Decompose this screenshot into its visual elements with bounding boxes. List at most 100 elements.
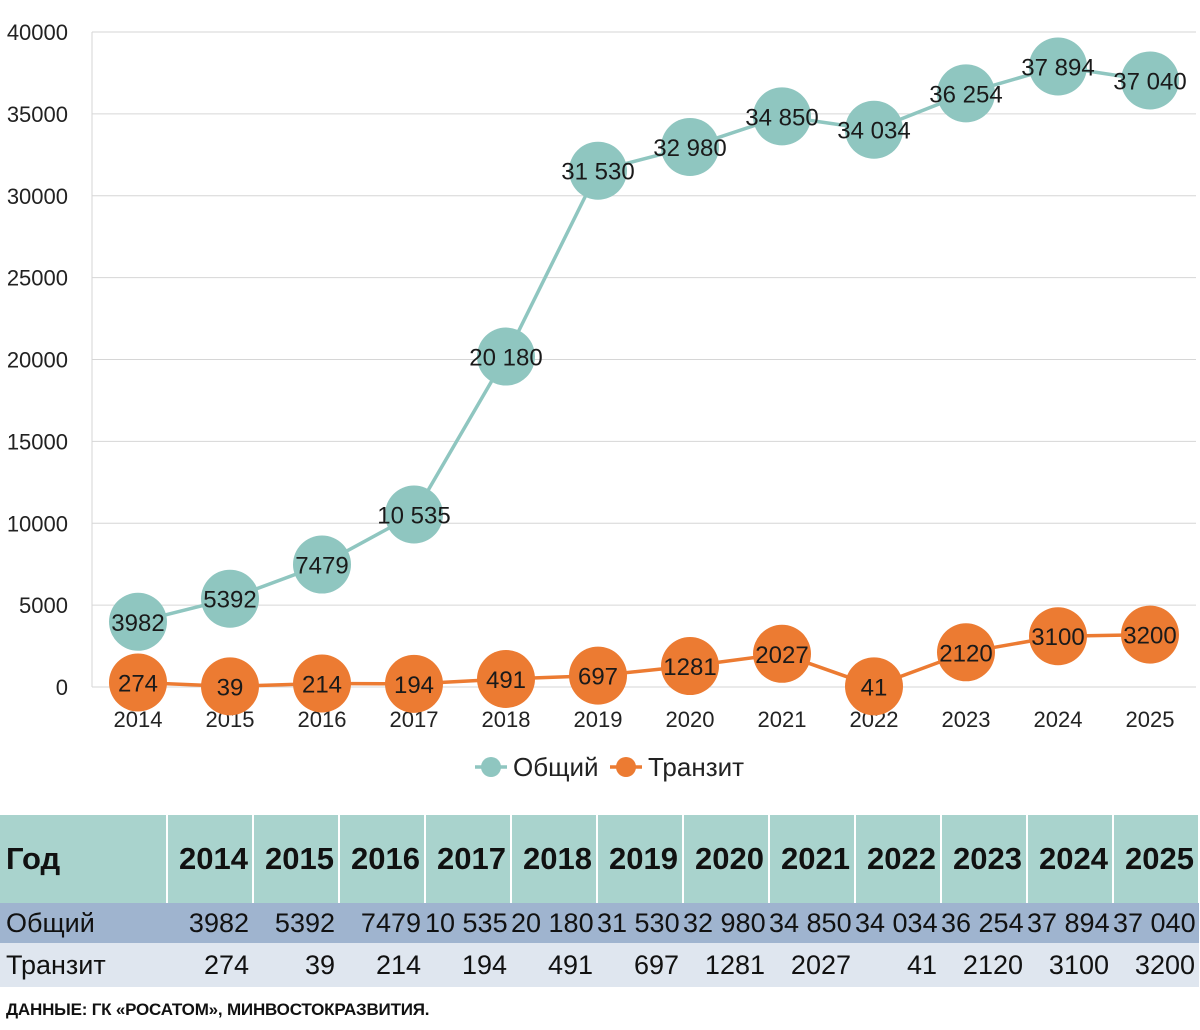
data-point <box>477 327 535 386</box>
table-header-year: 2022 <box>855 815 942 903</box>
legend-marker <box>616 757 636 777</box>
data-point <box>753 87 811 146</box>
x-tick-label: 2024 <box>1034 707 1083 732</box>
legend-label: Транзит <box>648 752 744 782</box>
grid-lines <box>91 31 1196 688</box>
table-cell: 491 <box>511 943 597 987</box>
x-axis-ticks: 2014 2015 2016 2017 2018 2019 2020 2021 2022 2023… <box>114 707 1175 732</box>
data-label: 5392 <box>203 587 256 614</box>
table-cell: 32 980 <box>683 903 769 943</box>
data-label: 34 034 <box>837 118 910 145</box>
data-point <box>1121 51 1179 110</box>
row-label: Транзит <box>0 943 167 987</box>
data-label: 20 180 <box>469 345 542 372</box>
data-point <box>109 653 167 712</box>
legend-item-transit: Транзит <box>610 752 744 782</box>
data-point <box>201 569 259 628</box>
data-label: 3100 <box>1031 624 1084 651</box>
table-cell: 34 850 <box>769 903 855 943</box>
data-label: 39 <box>217 674 244 701</box>
data-point <box>477 649 535 708</box>
data-point <box>385 485 443 544</box>
y-tick-label: 5000 <box>19 593 68 618</box>
table-cell: 37 894 <box>1027 903 1113 943</box>
x-tick-label: 2025 <box>1126 707 1175 732</box>
table-cell: 274 <box>167 943 253 987</box>
table-cell: 37 040 <box>1113 903 1199 943</box>
table-cell: 3100 <box>1027 943 1113 987</box>
series-total: 3982 5392 7479 10 535 20 180 31 530 32 980 34 8… <box>109 37 1187 651</box>
table-cell: 214 <box>339 943 425 987</box>
x-tick-label: 2020 <box>666 707 715 732</box>
data-label: 2120 <box>939 640 992 667</box>
table-cell: 34 034 <box>855 903 941 943</box>
data-label: 491 <box>486 667 526 694</box>
table-cell: 36 254 <box>941 903 1027 943</box>
data-label: 37 894 <box>1021 54 1094 81</box>
y-tick-label: 35000 <box>7 102 68 127</box>
data-label: 41 <box>861 674 888 701</box>
data-label: 3200 <box>1123 623 1176 650</box>
data-point <box>385 654 443 713</box>
table-cell: 20 180 <box>511 903 597 943</box>
table-cell: 7479 <box>339 903 425 943</box>
y-tick-label: 30000 <box>7 184 68 209</box>
y-tick-label: 15000 <box>7 429 68 454</box>
data-label: 10 535 <box>377 502 450 529</box>
table-header-year: 2020 <box>683 815 770 903</box>
series-transit: 274 39 214 194 491 697 1281 2027 41 2120 3100 3200 <box>109 605 1179 716</box>
y-tick-label: 0 <box>56 675 68 700</box>
data-label: 1281 <box>663 654 716 681</box>
table-cell: 194 <box>425 943 511 987</box>
data-label: 697 <box>578 664 618 691</box>
data-point <box>845 657 903 716</box>
table-header-year: 2017 <box>425 815 512 903</box>
data-point <box>569 141 627 200</box>
data-label: 3982 <box>111 610 164 637</box>
data-point <box>109 592 167 651</box>
x-tick-label: 2018 <box>482 707 531 732</box>
source-note: ДАННЫЕ: ГК «РОСАТОМ», МИНВОСТОКРАЗВИТИЯ. <box>6 1000 430 1019</box>
y-tick-label: 20000 <box>7 348 68 373</box>
legend-label: Общий <box>513 752 599 782</box>
data-label: 2027 <box>755 642 808 669</box>
row-label: Общий <box>0 903 167 943</box>
table-cell: 5392 <box>253 903 339 943</box>
table-header-row: Год 2014 2015 2016 2017 2018 2019 2020 2021 2022… <box>0 815 1200 903</box>
table-cell: 31 530 <box>597 903 683 943</box>
table-cell: 2120 <box>941 943 1027 987</box>
data-point <box>661 637 719 696</box>
table-cell: 10 535 <box>425 903 511 943</box>
data-point <box>661 117 719 176</box>
y-tick-label: 40000 <box>7 20 68 45</box>
table-header-year: 2021 <box>769 815 856 903</box>
data-label: 31 530 <box>561 159 634 186</box>
table-header-year: 2016 <box>339 815 426 903</box>
data-label: 194 <box>394 672 434 699</box>
table-header-year: 2018 <box>511 815 598 903</box>
table-cell: 3982 <box>167 903 253 943</box>
data-label: 214 <box>302 671 342 698</box>
data-label: 34 850 <box>745 104 818 131</box>
x-tick-label: 2019 <box>574 707 623 732</box>
data-point <box>937 623 995 682</box>
y-axis-ticks: 0 5000 10000 15000 20000 25000 30000 35000 40000 <box>7 20 68 700</box>
data-label: 7479 <box>295 553 348 580</box>
table-cell: 41 <box>855 943 941 987</box>
data-point <box>293 654 351 713</box>
y-tick-label: 10000 <box>7 511 68 536</box>
data-point <box>569 646 627 705</box>
series-group: 3982 5392 7479 10 535 20 180 31 530 32 980 34 8… <box>109 37 1187 716</box>
table-header-year: 2014 <box>167 815 254 903</box>
x-tick-label: 2021 <box>758 707 807 732</box>
table-cell: 2027 <box>769 943 855 987</box>
series-line <box>137 632 1151 689</box>
legend: Общий Транзит <box>475 752 744 782</box>
data-point <box>937 64 995 123</box>
table-cell: 697 <box>597 943 683 987</box>
table-header-year: 2019 <box>597 815 684 903</box>
table-header-label: Год <box>0 815 168 903</box>
data-point <box>845 100 903 159</box>
data-point <box>201 657 259 716</box>
data-point <box>1029 37 1087 96</box>
